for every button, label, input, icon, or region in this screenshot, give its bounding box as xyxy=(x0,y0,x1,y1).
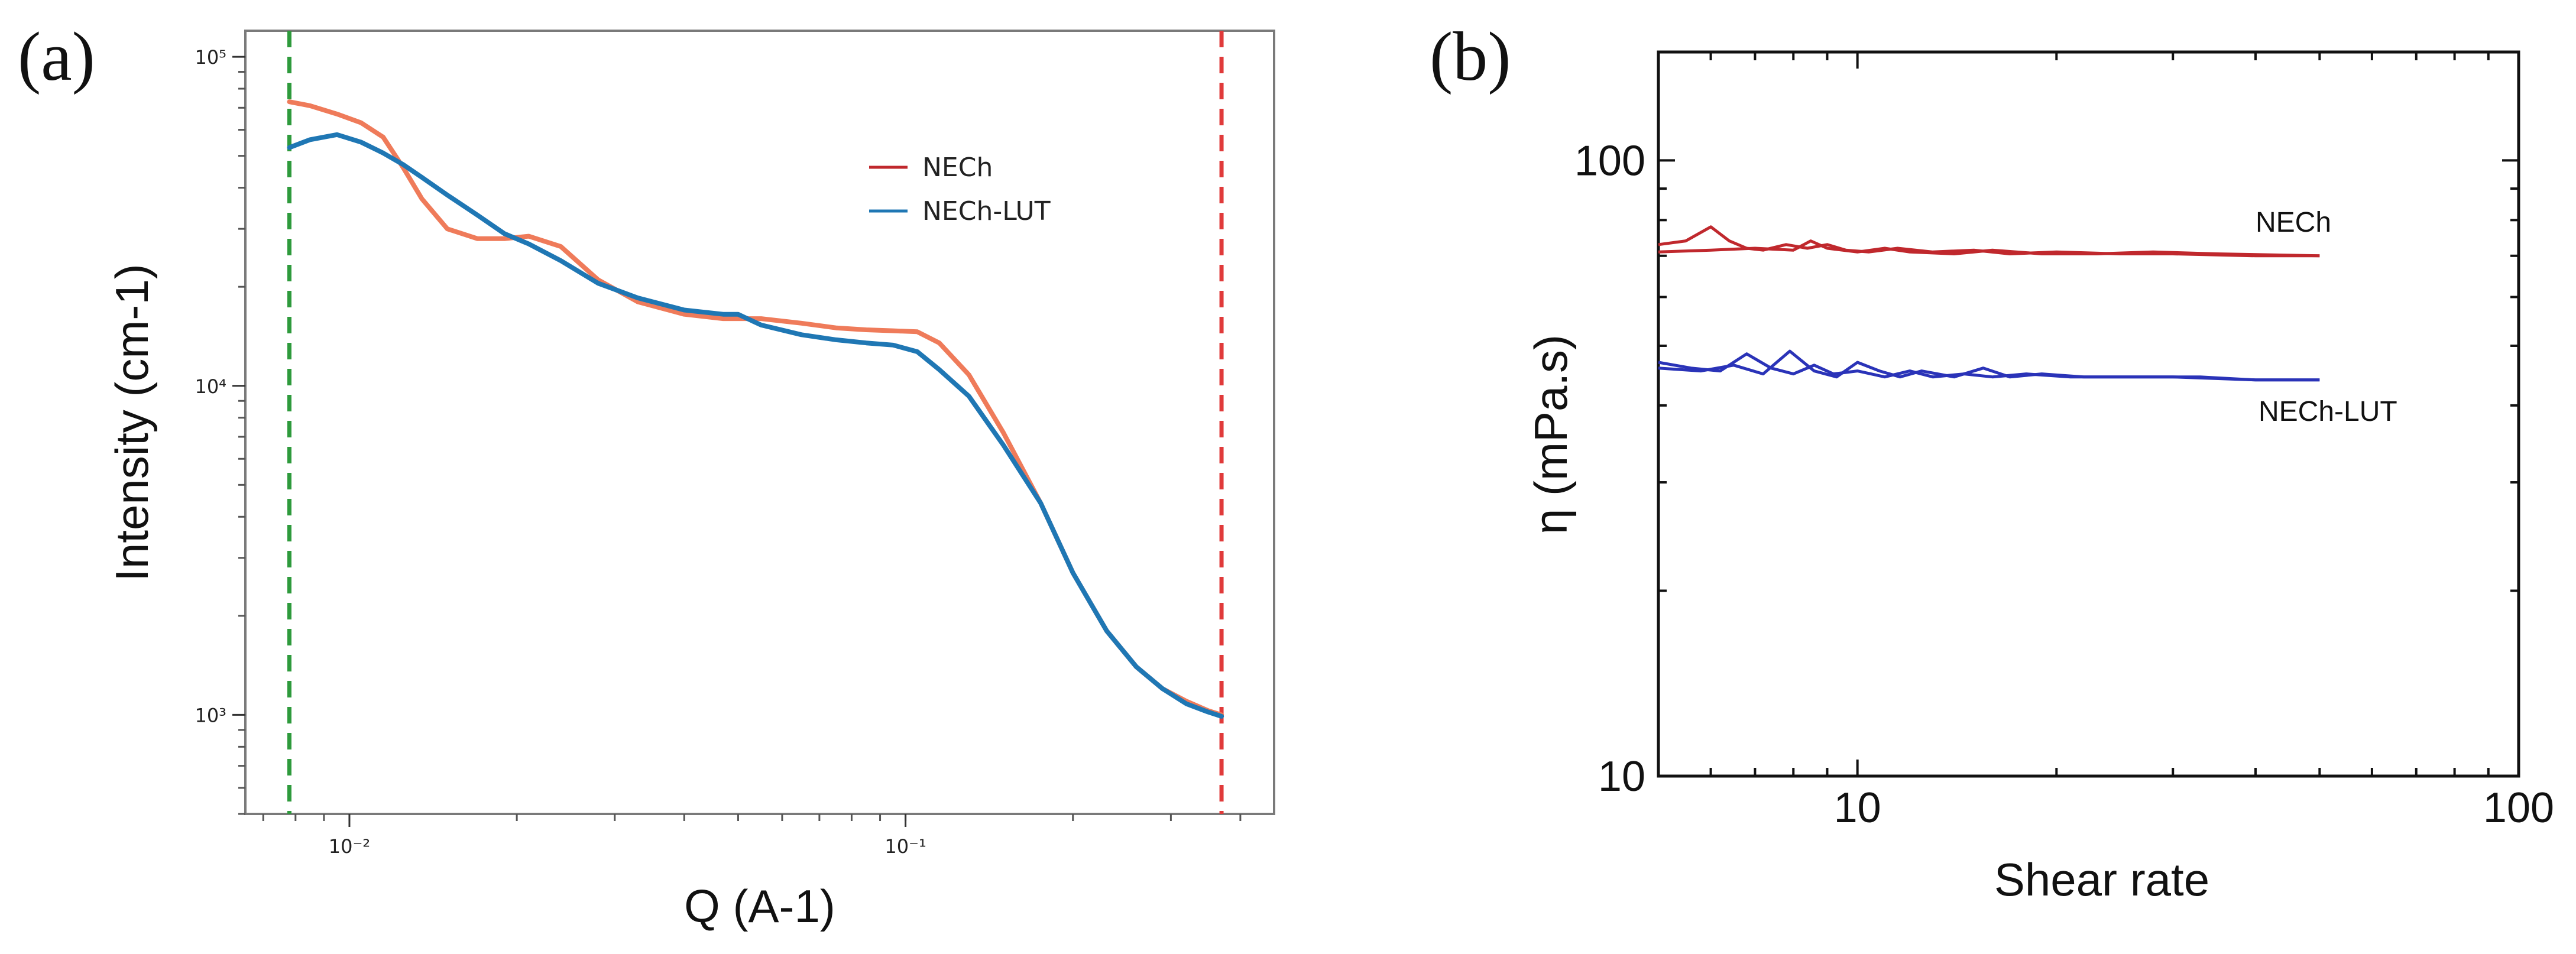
panel-a-legend: NECh NECh-LUT xyxy=(869,152,1051,226)
panel-b-label: (b) xyxy=(1430,18,1511,95)
legend-label-nech-lut: NECh-LUT xyxy=(922,196,1051,226)
panel-b-x-axis-title: Shear rate xyxy=(1994,854,2209,906)
y-tick-label: 10⁴ xyxy=(195,375,226,398)
series-label-nech: NECh xyxy=(2256,207,2331,238)
panel-a-reference-lines xyxy=(287,31,1224,814)
series-label-nech-lut: NECh-LUT xyxy=(2259,396,2397,427)
x-tick-label: 10⁻² xyxy=(329,835,370,858)
x-tick-label: 10⁻¹ xyxy=(884,835,926,858)
y-tick-label: 10 xyxy=(1598,753,1645,800)
panel-b-y-axis-title: η (mPa.s) xyxy=(1525,335,1577,534)
series-nech-1-line xyxy=(1658,239,2320,258)
panel-a-series xyxy=(287,99,1224,719)
panel-b-ticks: 10 100 10 100 xyxy=(1574,52,2554,832)
y-tick-label: 100 xyxy=(1574,137,1645,184)
y-tick-label: 10³ xyxy=(195,704,226,726)
panel-a-x-axis-title: Q (A-1) xyxy=(684,880,835,932)
panel-b-plot-frame xyxy=(1657,50,2520,778)
x-tick-label: 10 xyxy=(1834,784,1881,832)
panel-a-plot-frame xyxy=(244,30,1275,815)
panel-a-ticks: 10⁻² 10⁻¹ 10³ 10⁴ 10⁵ xyxy=(195,46,1242,858)
legend-label-nech: NECh xyxy=(922,152,993,183)
panel-a-label: (a) xyxy=(18,18,95,95)
panel-a: (a) 10⁻² 10⁻¹ 10³ 10⁴ 10⁵ NECh NECh-LUT Q (A… xyxy=(18,18,1275,932)
panel-b-series xyxy=(1658,225,2320,382)
x-tick-label: 100 xyxy=(2483,784,2554,832)
series-nech-lut-1-line xyxy=(287,132,1224,719)
panel-a-y-axis-title: Intensity (cm-1) xyxy=(106,264,158,581)
series-nech-lut-3-line xyxy=(1658,349,2320,382)
y-tick-label: 10⁵ xyxy=(195,46,226,69)
